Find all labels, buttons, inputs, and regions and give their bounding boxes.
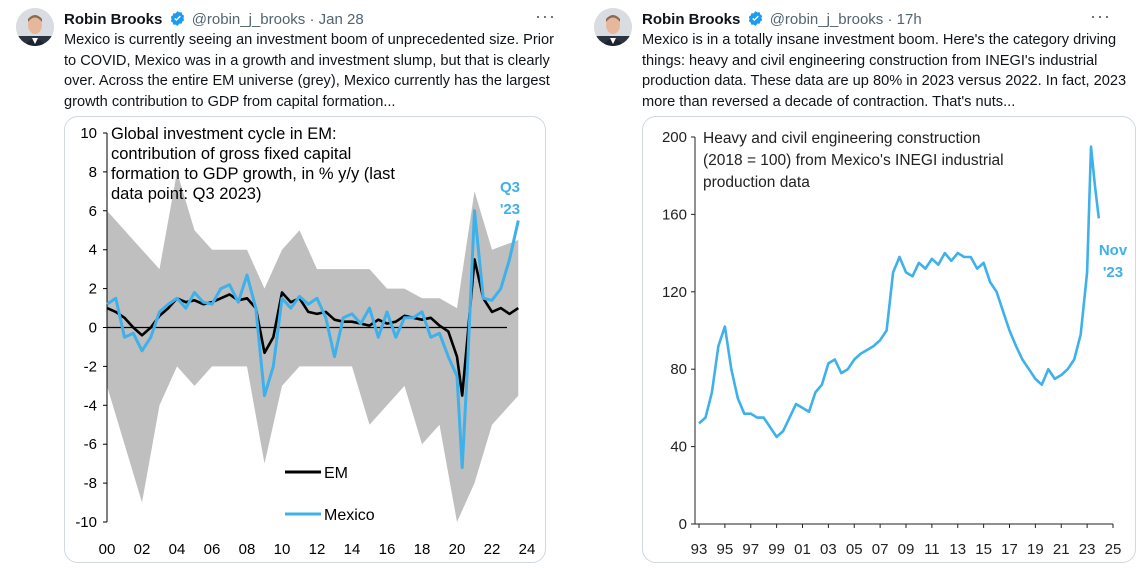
y-tick-label: -4 <box>84 397 97 414</box>
x-tick-label: 08 <box>239 541 256 558</box>
tweet-text: Mexico is in a totally insane investment… <box>642 32 1127 110</box>
more-options-button[interactable]: ··· <box>535 6 556 26</box>
author-name[interactable]: Robin Brooks <box>642 11 741 28</box>
em-range-band <box>107 171 519 522</box>
avatar[interactable] <box>594 8 632 46</box>
y-tick-label: 4 <box>89 242 97 259</box>
x-tick-label: 99 <box>768 541 785 558</box>
x-tick-label: 04 <box>169 541 186 558</box>
author-name[interactable]: Robin Brooks <box>64 11 163 28</box>
author-handle[interactable]: @robin_j_brooks <box>191 11 306 28</box>
x-tick-label: 06 <box>204 541 221 558</box>
tweet-media-chart[interactable]: 10 8 6 4 2 0 -2 -4 -6 -8 -10 00 02 04 06 08 10 12 14 16 18 20… <box>64 116 546 563</box>
annotation-line: Q3 <box>500 179 520 196</box>
tweet-2[interactable]: Robin Brooks @robin_j_brooks · 17h ··· M… <box>578 0 1144 577</box>
annotation-line: Nov <box>1099 242 1128 259</box>
x-tick-label: 07 <box>872 541 889 558</box>
verified-badge-icon <box>169 10 186 31</box>
chart-title-line: (2018 = 100) from Mexico's INEGI industr… <box>703 152 1004 169</box>
x-tick-label: 01 <box>794 541 811 558</box>
legend-label: EM <box>324 465 348 482</box>
chart-title-line: formation to GDP growth, in % y/y (last <box>111 165 395 183</box>
more-options-button[interactable]: ··· <box>1090 6 1111 26</box>
chart-title-line: Heavy and civil engineering construction <box>703 130 980 147</box>
x-tick-label: 14 <box>344 541 361 558</box>
author-handle[interactable]: @robin_j_brooks <box>769 11 884 28</box>
x-tick-label: 00 <box>99 541 116 558</box>
x-tick-label: 97 <box>742 541 759 558</box>
y-tick-label: 80 <box>670 361 687 378</box>
tweet-media-chart[interactable]: 200 160 120 80 40 0 93 95 97 99 01 03 05 07 09 11 13 15 17… <box>642 116 1136 563</box>
y-tick-label: 6 <box>89 203 97 220</box>
separator-dot: · <box>887 11 893 28</box>
x-tick-label: 16 <box>379 541 396 558</box>
y-tick-label: -2 <box>84 358 97 375</box>
x-tick-label: 13 <box>949 541 966 558</box>
x-tick-label: 21 <box>1053 541 1070 558</box>
x-tick-label: 18 <box>414 541 431 558</box>
series-line-mexico <box>106 209 520 469</box>
timestamp[interactable]: Jan 28 <box>318 11 364 28</box>
chart-title-line: production data <box>703 174 810 191</box>
chart-title-line: Global investment cycle in EM: <box>111 125 337 143</box>
x-tick-label: 95 <box>717 541 734 558</box>
y-tick-label: 8 <box>89 164 97 181</box>
series-line-construction <box>698 145 1101 439</box>
x-tick-label: 20 <box>449 541 466 558</box>
y-tick-label: -10 <box>75 514 97 531</box>
x-tick-label: 93 <box>691 541 708 558</box>
x-tick-label: 11 <box>924 541 940 558</box>
avatar[interactable] <box>16 8 54 46</box>
avatar-portrait-icon <box>594 8 632 46</box>
y-tick-label: 2 <box>89 281 97 298</box>
y-tick-label: -6 <box>84 436 97 453</box>
chart-mexico-construction: 200 160 120 80 40 093 95 97 99 01 03 05 07 09 11 13 15 17… <box>662 129 1128 558</box>
x-tick-label: 02 <box>134 541 151 558</box>
y-tick-label: -8 <box>84 475 97 492</box>
x-tick-label: 24 <box>519 541 536 558</box>
x-tick-label: 22 <box>484 541 501 558</box>
timestamp[interactable]: 17h <box>896 11 922 28</box>
y-tick-label: 200 <box>662 129 687 146</box>
x-tick-label: 03 <box>820 541 837 558</box>
annotation-line: '23 <box>1103 264 1123 281</box>
y-tick-label: 0 <box>679 516 687 533</box>
x-tick-label: 15 <box>975 541 992 558</box>
tweet-text: Mexico is currently seeing an investment… <box>64 32 554 110</box>
y-tick-label: 160 <box>662 206 687 223</box>
tweet-1[interactable]: Robin Brooks @robin_j_brooks · Jan 28 ··… <box>0 0 572 577</box>
y-tick-label: 0 <box>89 320 97 337</box>
x-tick-label: 19 <box>1027 541 1044 558</box>
chart-title-line: contribution of gross fixed capital <box>111 145 351 163</box>
separator-dot: · <box>309 11 315 28</box>
x-tick-label: 09 <box>898 541 915 558</box>
x-tick-label: 25 <box>1105 541 1122 558</box>
x-tick-label: 10 <box>274 541 291 558</box>
legend-label: Mexico <box>324 507 375 524</box>
y-tick-label: 120 <box>662 284 687 301</box>
y-tick-label: 40 <box>670 439 687 456</box>
x-tick-label: 12 <box>309 541 326 558</box>
x-tick-label: 23 <box>1079 541 1096 558</box>
annotation-line: '23 <box>500 201 520 218</box>
y-tick-label: 10 <box>80 125 97 142</box>
x-tick-label: 05 <box>846 541 863 558</box>
verified-badge-icon <box>747 10 764 31</box>
x-tick-label: 17 <box>1001 541 1018 558</box>
avatar-portrait-icon <box>16 8 54 46</box>
chart-title-line: data point: Q3 2023) <box>111 185 261 203</box>
